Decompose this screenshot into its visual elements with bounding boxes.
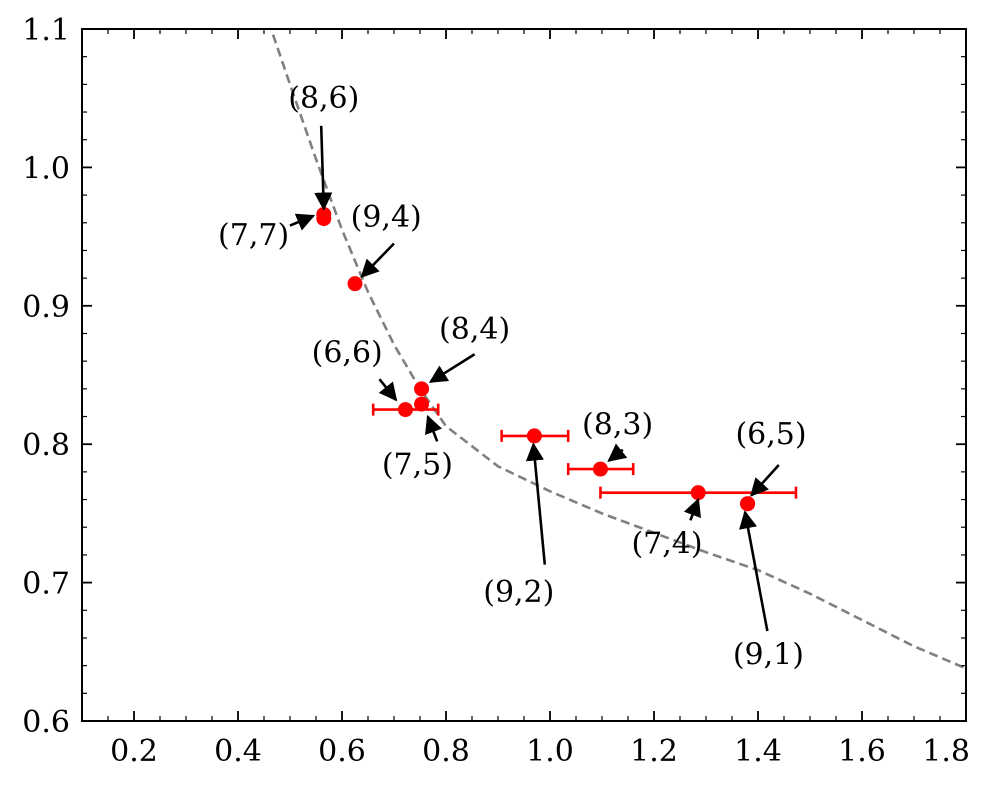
annotation-label: (9,2) [483, 575, 554, 610]
data-point [397, 402, 413, 418]
annotation-label: (9,4) [351, 200, 422, 235]
y-tick-label: 1.1 [22, 13, 70, 48]
annotation-arrow [750, 464, 780, 497]
data-point [592, 461, 608, 477]
annotation-label: (9,1) [733, 637, 804, 672]
x-tick-label: 1.0 [526, 734, 574, 769]
x-tick-label: 1.4 [734, 734, 782, 769]
annotation-label: (6,6) [312, 336, 383, 371]
annotation-arrow [525, 442, 547, 565]
data-point [526, 428, 542, 444]
axes-layer: 0.2 0.4 0.6 0.8 1.0 1.2 1.4 1.6 1.8 0.6 0.7 0.8 0.9 1… [22, 13, 970, 769]
annotation-label: (8,4) [439, 312, 510, 347]
plot-frame [81, 28, 967, 722]
annotation-arrow [314, 125, 333, 211]
data-point [316, 211, 332, 227]
annotation-arrow [425, 414, 443, 442]
annotation-arrow [289, 213, 316, 231]
annotation-layer: (8,6) (7,7) (9,4) (8,4) (6,6) (7,5) (9,2) (8,3)… [218, 81, 807, 672]
y-tick-label: 0.8 [22, 428, 70, 463]
y-tick-label: 0.9 [22, 290, 70, 325]
data-point [690, 485, 706, 501]
annotation-arrow [607, 443, 628, 462]
annotation-label: (7,4) [631, 527, 702, 562]
data-point [740, 496, 756, 512]
annotation-arrow [378, 378, 398, 402]
reference-curve-layer [269, 29, 966, 670]
data-point [347, 276, 363, 292]
annotation-label: (7,5) [382, 448, 453, 483]
annotation-arrow [360, 242, 395, 279]
y-tick-label: 0.6 [22, 705, 70, 740]
y-tick-label: 0.7 [22, 567, 70, 602]
reference-curve [269, 29, 966, 670]
annotation-label: (8,3) [582, 408, 653, 443]
annotation-label: (8,6) [288, 81, 359, 116]
annotation-arrow [683, 497, 701, 521]
x-tick-label: 1.8 [922, 734, 970, 769]
x-tick-label: 0.4 [214, 734, 262, 769]
annotation-label: (6,5) [735, 417, 806, 452]
x-tick-label: 0.6 [318, 734, 366, 769]
data-point [414, 396, 430, 412]
annotation-label: (7,7) [218, 218, 289, 253]
annotation-arrow [739, 510, 769, 632]
data-point [414, 381, 430, 397]
x-tick-label: 1.6 [838, 734, 886, 769]
x-tick-label: 0.8 [422, 734, 470, 769]
annotation-arrow [428, 353, 476, 384]
x-tick-label: 0.2 [110, 734, 158, 769]
y-tick-label: 1.0 [22, 151, 70, 186]
x-tick-label: 1.2 [630, 734, 678, 769]
